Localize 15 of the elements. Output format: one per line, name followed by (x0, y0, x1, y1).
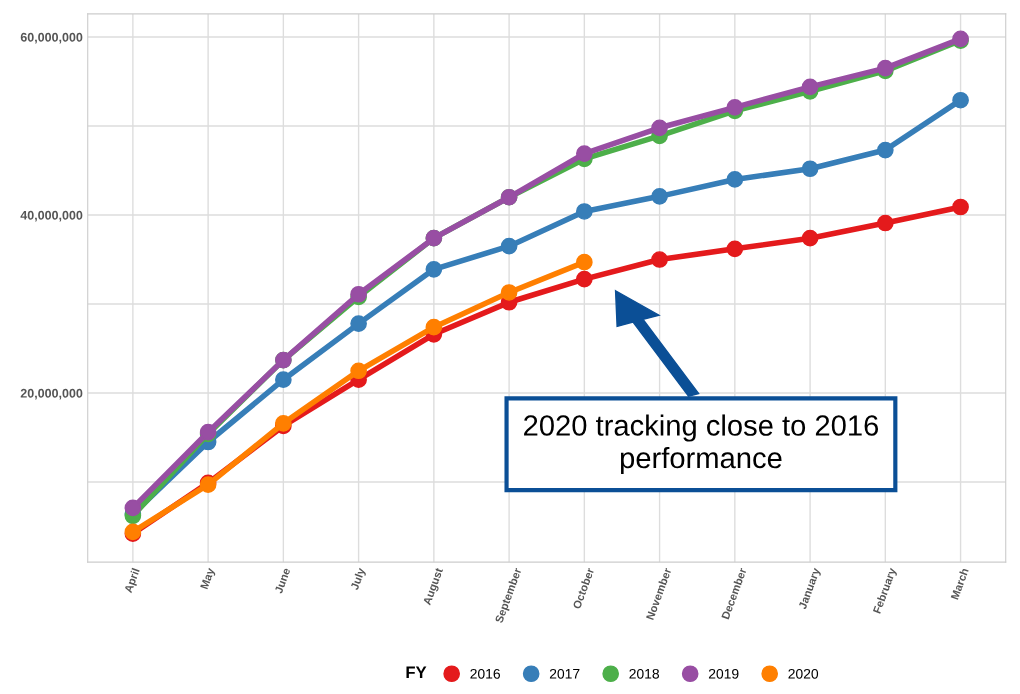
x-tick-label: April (123, 567, 142, 595)
legend-label: 2019 (708, 668, 739, 679)
y-tick-label: 20,000,000 (20, 388, 83, 400)
legend-label: 2018 (629, 668, 660, 679)
y-tick-label: 40,000,000 (20, 210, 83, 222)
legend-label: 2017 (549, 668, 580, 679)
x-tick-label: May (200, 567, 217, 591)
annotation: 2020 tracking close to 2016 performance (524, 414, 879, 475)
legend-label: 2020 (788, 668, 819, 679)
y-tick-label: 60,000,000 (20, 32, 83, 44)
x-tick-label: June (274, 567, 291, 594)
x-tick-label: March (950, 567, 969, 600)
legend-label: 2016 (470, 668, 501, 679)
x-tick-label: July (349, 567, 368, 592)
legend-title: FY (406, 666, 427, 679)
